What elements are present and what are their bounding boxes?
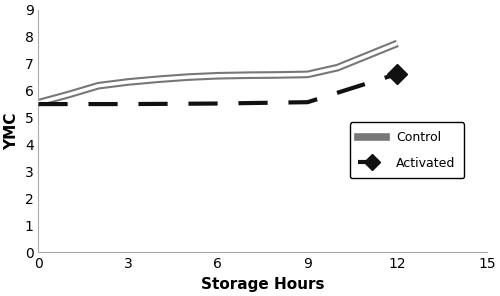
- X-axis label: Storage Hours: Storage Hours: [201, 277, 324, 292]
- Legend: Control, Activated: Control, Activated: [350, 123, 464, 178]
- Y-axis label: YMC: YMC: [4, 112, 19, 150]
